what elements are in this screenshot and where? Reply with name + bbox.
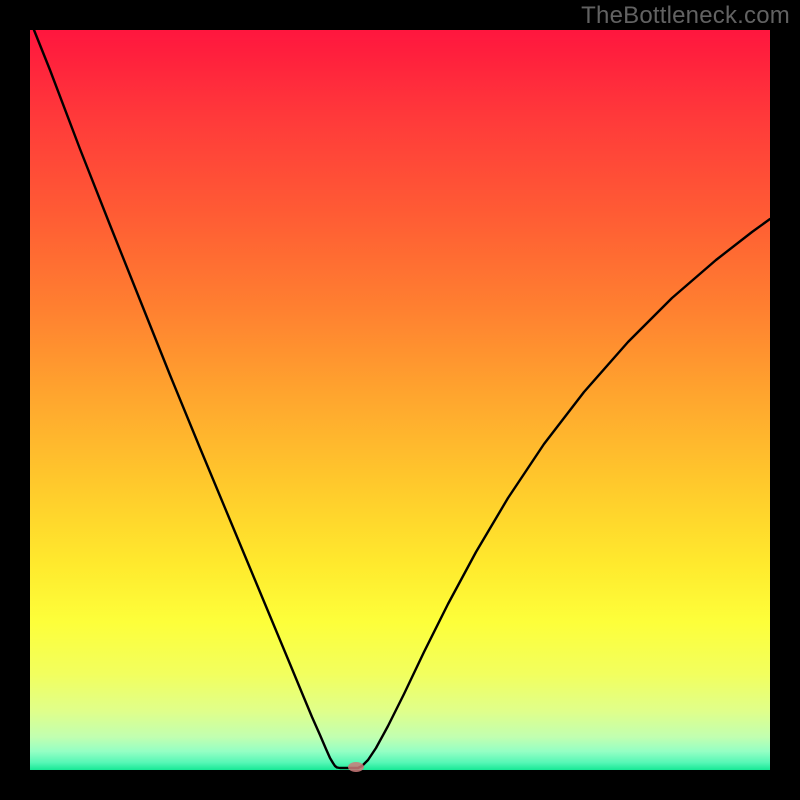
watermark-text: TheBottleneck.com	[581, 2, 790, 30]
bottleneck-chart	[0, 0, 800, 800]
optimum-marker	[348, 762, 364, 772]
chart-container: { "watermark": "TheBottleneck.com", "cha…	[0, 0, 800, 800]
plot-background	[30, 30, 770, 770]
